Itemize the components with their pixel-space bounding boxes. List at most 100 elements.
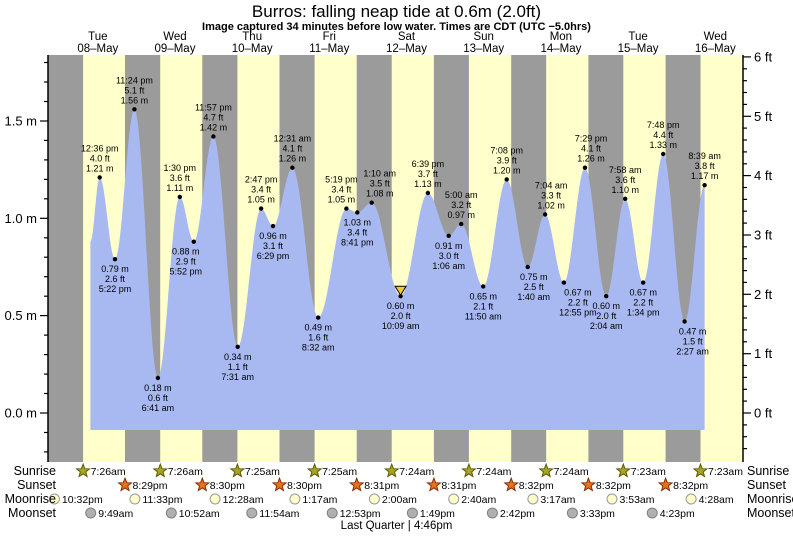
tide-event-dot [290, 165, 295, 170]
y-tick-label-m: 1.5 m [4, 114, 37, 129]
star-icon [271, 476, 288, 492]
sunset-time: 8:31pm [441, 480, 476, 492]
y-tick-label-ft: 6 ft [754, 49, 772, 64]
chart-title: Burros: falling neap tide at 0.6m (2.0ft… [251, 2, 542, 21]
tide-event-label: 3.6 ft [615, 175, 636, 185]
moonrise-circle-icon [48, 493, 60, 505]
tide-event-dot [211, 134, 216, 139]
moonset-time: 11:54am [259, 508, 299, 520]
moonset-row-label-left: Moonset [8, 506, 56, 520]
tide-event-label: 1.5 ft [683, 337, 704, 347]
day-name: Thu [242, 31, 262, 43]
tide-event-label: 2:47 pm [245, 175, 278, 185]
tide-event-label: 7:31 am [221, 372, 254, 382]
tide-event-label: 2.2 ft [633, 298, 654, 308]
tide-event-dot [561, 280, 567, 285]
tide-event-label: 3.0 ft [439, 251, 460, 261]
current-time-marker-icon [394, 285, 407, 297]
day-labels: Tue08–MayWed09–MayThu10–MayFri11–MaySat1… [77, 31, 736, 55]
tide-event-label: 3.8 ft [695, 161, 716, 171]
tide-event-dot [270, 223, 276, 229]
tide-event-high: 7:58 am3.6 ft1.10 m [609, 165, 642, 201]
tide-event-label: 3.3 ft [541, 190, 562, 200]
moonset-time: 12:53pm [340, 508, 381, 520]
sunrise-time: 7:24am [399, 466, 434, 478]
moonset-circle-icon [85, 507, 97, 519]
star-icon [503, 476, 520, 492]
tide-event-label: 0.91 m [435, 241, 463, 251]
tide-event-label: 5:00 am [445, 190, 478, 200]
sunset-time: 8:30pm [210, 480, 245, 492]
tide-event-label: 0.75 m [520, 272, 548, 282]
tide-event-label: 5:19 pm [325, 175, 358, 185]
moonrise-time: 3:17am [540, 494, 575, 506]
tide-event-label: 3.2 ft [451, 200, 472, 210]
tide-event-label: 2.0 ft [596, 311, 617, 321]
tide-event-high: 7:04 am3.3 ft1.02 m [535, 180, 567, 217]
tide-event-label: 0.65 m [469, 291, 497, 301]
tide-event-label: 1.13 m [414, 179, 442, 189]
moonrise-time: 11:33pm [142, 494, 182, 506]
tide-event-dot [97, 175, 102, 180]
tide-event-dot [355, 210, 360, 215]
tide-event-label: 1.10 m [611, 185, 639, 195]
tide-event-dot [446, 233, 451, 238]
star-icon [580, 476, 597, 492]
tide-event-high: 6:39 pm3.7 ft1.13 m [412, 159, 444, 196]
moonset-circle-icon [326, 507, 338, 519]
tide-event-label: 8:41 pm [341, 238, 374, 248]
tide-event-label: 1:10 am [363, 169, 396, 179]
tide-event-dot [235, 344, 240, 349]
sunrise-row-label-right: Sunrise [747, 464, 790, 478]
day-name: Sat [398, 31, 416, 43]
tide-event-low: 0.67 m2.2 ft1:34 pm [627, 280, 660, 318]
tide-event-label: 1.08 m [366, 189, 394, 199]
tide-event-dot [641, 280, 646, 285]
y-tick-label-ft: 3 ft [754, 228, 772, 243]
sunrise-row: 7:26am 7:26am 7:25am 7:25am 7:24am 7:24am 7:24… [75, 462, 743, 478]
star-icon [657, 476, 674, 492]
tide-event-low: 0.60 m2.0 ft2:04 am [590, 294, 622, 331]
tide-event-label: 10:09 am [382, 321, 420, 331]
tide-event-label: 0.96 m [259, 231, 287, 241]
tide-event-label: 2.6 ft [105, 274, 126, 284]
moon-phase-label: Last Quarter | 4:46pm [340, 520, 453, 532]
moonrise-row: 10:32pm 11:33pm 12:28am 1:17am 2:00am 2:40am 3… [48, 493, 734, 506]
sunrise-time: 7:24am [476, 466, 511, 478]
tide-event-dot [177, 194, 182, 200]
tide-event-label: 1.6 ft [308, 333, 329, 343]
star-icon [229, 462, 246, 478]
moonrise-row-label-right: Moonrise [747, 492, 793, 506]
tide-event-label: 0.18 m [144, 383, 172, 393]
moonset-circle-icon [646, 507, 658, 519]
tide-event-label: 11:57 pm [195, 103, 232, 113]
moonset-row-label-right: Moonset [747, 506, 793, 520]
tide-event-label: 1.26 m [577, 154, 605, 164]
tide-event-label: 7:58 am [609, 165, 642, 175]
tide-event-label: 5:52 pm [170, 267, 203, 277]
moonrise-circle-icon [129, 493, 141, 505]
star-icon [692, 462, 709, 478]
tide-event-label: 0.60 m [592, 301, 620, 311]
moonrise-time: 12:28am [223, 494, 264, 506]
chart-subtitle: Image captured 34 minutes before low wat… [202, 21, 591, 33]
day-name: Mon [550, 31, 572, 43]
night-band [48, 55, 84, 462]
tide-event-label: 3.6 ft [170, 173, 191, 183]
star-icon [615, 462, 632, 478]
tide-event-label: 7:08 pm [490, 145, 523, 155]
day-date: 11–May [309, 43, 349, 55]
tide-event-label: 0.60 m [387, 301, 415, 311]
moonset-circle-icon [566, 507, 578, 519]
moonrise-time: 1:17am [302, 494, 337, 506]
moonset-circle-icon [406, 507, 418, 519]
tide-event-high: 7:08 pm3.9 ft1.20 m [490, 145, 523, 182]
day-name: Tue [628, 31, 647, 43]
tide-event-dot [661, 151, 666, 157]
tide-event-label: 1.11 m [166, 183, 193, 193]
day-date: 12–May [386, 43, 427, 55]
tide-event-label: 3.7 ft [418, 169, 439, 179]
tide-event-label: 1:34 pm [627, 308, 660, 318]
